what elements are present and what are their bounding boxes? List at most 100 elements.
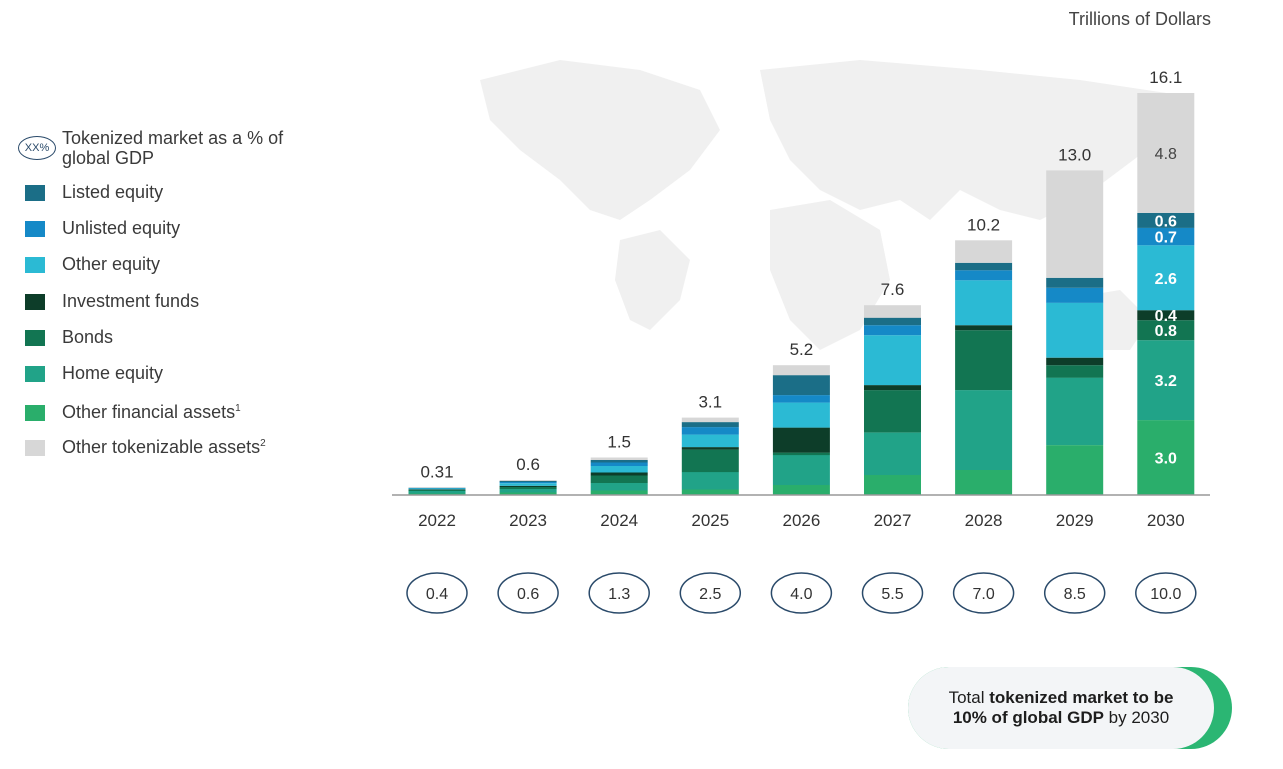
- bar-total-label: 3.1: [698, 393, 722, 412]
- bar-segment-2030-home-equity: [1137, 340, 1195, 421]
- bar-segment-2029-home-equity: [1046, 377, 1104, 445]
- bar-segment-2023-home-equity: [499, 489, 557, 493]
- x-tick-label: 2022: [418, 511, 456, 530]
- gdp-percent-label: 0.6: [517, 586, 539, 603]
- bar-segment-2027-other-tokenizable-assets: [864, 305, 921, 318]
- bar-segment-2025-listed-equity: [681, 422, 739, 428]
- legend-item-other-financial-assets: Other financial assets1: [18, 402, 241, 423]
- bar-total-label: 5.2: [790, 340, 814, 359]
- bar-segment-2027-home-equity: [864, 432, 921, 475]
- gdp-percent-label: 0.4: [426, 586, 448, 603]
- bar-segment-2024-bonds: [590, 475, 648, 483]
- bar-total-label: 13.0: [1058, 145, 1091, 164]
- gdp-percent-badge: [497, 572, 559, 614]
- bar-segment-2026-listed-equity: [772, 375, 830, 396]
- x-tick-label: 2025: [691, 511, 729, 530]
- bar-total-label: 0.6: [516, 455, 540, 474]
- callout-line-1: Total tokenized market to be: [948, 688, 1174, 707]
- bar-segment-2028-investment-funds: [955, 325, 1013, 331]
- bar-segment-2022-investment-funds: [408, 489, 466, 490]
- x-tick-label: 2030: [1147, 511, 1185, 530]
- bar-segment-2023-bonds: [499, 487, 557, 489]
- gdp-percent-badge: [1135, 572, 1197, 614]
- bar-segment-2030-listed-equity: [1137, 212, 1195, 228]
- bar-segment-2030-other-tokenizable-assets: [1137, 93, 1195, 213]
- gdp-percent-label: 1.3: [608, 586, 630, 603]
- bar-segment-2026-other-tokenizable-assets: [772, 365, 830, 376]
- unit-label: Trillions of Dollars: [1068, 9, 1211, 29]
- bar-segment-2027-bonds: [864, 390, 921, 433]
- legend-swatch: [25, 329, 45, 346]
- bar-segment-2023-other-tokenizable-assets: [499, 480, 557, 481]
- x-tick-label: 2028: [965, 511, 1003, 530]
- legend-item-investment-funds: Investment funds: [18, 291, 199, 312]
- bar-segment-2027-investment-funds: [864, 385, 921, 391]
- bar-segment-2028-home-equity: [955, 390, 1013, 470]
- legend-swatch: [25, 293, 45, 310]
- bar-segment-2029-unlisted-equity: [1046, 287, 1104, 303]
- gdp-key: XX% Tokenized market as a % of global GD…: [18, 128, 302, 168]
- gdp-percent-badge: [679, 572, 742, 614]
- bar-segment-2029-investment-funds: [1046, 357, 1104, 366]
- callout-line-2: 10% of global GDP by 2030: [952, 708, 1170, 727]
- segment-value-label: 0.7: [1155, 230, 1177, 247]
- bar-segment-2028-other-financial-assets: [955, 470, 1013, 495]
- legend-item-bonds: Bonds: [18, 327, 113, 348]
- bar-segment-2024-other-financial-assets: [590, 490, 648, 495]
- bar-segment-2024-other-equity: [590, 466, 648, 473]
- bar-segment-2028-other-equity: [955, 280, 1013, 326]
- bar-segment-2025-investment-funds: [681, 447, 739, 450]
- bar-total-label: 16.1: [1149, 68, 1182, 87]
- callout-text: Total tokenized market to be 10% of glob…: [908, 667, 1214, 749]
- legend-item-unlisted-equity: Unlisted equity: [18, 218, 180, 239]
- bar-segment-2026-unlisted-equity: [772, 395, 830, 403]
- legend-swatch: [25, 439, 45, 456]
- legend-swatch: [25, 184, 45, 201]
- legend-item-listed-equity: Listed equity: [18, 182, 163, 203]
- x-tick-label: 2026: [782, 511, 820, 530]
- legend-swatch: [25, 256, 45, 273]
- legend-label: Listed equity: [62, 182, 164, 202]
- bar-segment-2025-other-tokenizable-assets: [681, 417, 739, 423]
- bar-total-label: 7.6: [881, 280, 905, 299]
- gdp-percent-label: 4.0: [790, 586, 812, 603]
- bar-segment-2030-unlisted-equity: [1137, 227, 1195, 246]
- bar-segment-2025-other-financial-assets: [681, 489, 739, 495]
- bar-segment-2022-other-tokenizable-assets: [408, 487, 466, 488]
- bar-segment-2024-home-equity: [590, 483, 648, 491]
- bar-segment-2024-investment-funds: [590, 472, 648, 476]
- gdp-percent-badge: [770, 572, 833, 614]
- bar-segment-2029-bonds: [1046, 365, 1104, 378]
- bar-segment-2024-unlisted-equity: [590, 462, 648, 466]
- legend-label: Investment funds: [62, 291, 200, 311]
- gdp-callout: Total tokenized market to be 10% of glob…: [908, 667, 1232, 749]
- gdp-percent-label: 5.5: [881, 586, 903, 603]
- bar-segment-2027-other-equity: [864, 335, 921, 386]
- bar-segment-2029-other-tokenizable-assets: [1046, 170, 1104, 278]
- x-tick-label: 2027: [874, 511, 912, 530]
- legend-item-other-equity: Other equity: [18, 254, 160, 275]
- bar-segment-2023-other-financial-assets: [499, 492, 557, 495]
- gdp-key-label: Tokenized market as a % of global GDP: [62, 128, 284, 168]
- legend-swatch: [25, 404, 45, 421]
- segment-value-label: 0.4: [1155, 308, 1177, 325]
- legend-label: Other equity: [62, 254, 161, 274]
- bar-segment-2025-home-equity: [681, 472, 739, 490]
- gdp-percent-badge: [1043, 572, 1106, 614]
- bar-segment-2030-bonds: [1137, 320, 1195, 341]
- gdp-percent-label: 10.0: [1150, 586, 1181, 603]
- gdp-percent-badge: [861, 572, 924, 614]
- bar-total-label: 1.5: [607, 433, 631, 452]
- bar-segment-2029-other-financial-assets: [1046, 445, 1104, 495]
- bar-segment-2024-listed-equity: [590, 460, 648, 463]
- bar-segment-2022-home-equity: [408, 491, 466, 494]
- bar-segment-2026-other-financial-assets: [772, 485, 830, 495]
- gdp-percent-badge: [406, 572, 468, 614]
- segment-value-label: 0.8: [1155, 323, 1177, 340]
- bar-segment-2026-investment-funds: [772, 427, 830, 453]
- legend-item-home-equity: Home equity: [18, 363, 163, 384]
- bar-segment-2023-unlisted-equity: [499, 482, 557, 484]
- legend-swatch: [25, 365, 45, 382]
- legend-swatch: [25, 220, 45, 237]
